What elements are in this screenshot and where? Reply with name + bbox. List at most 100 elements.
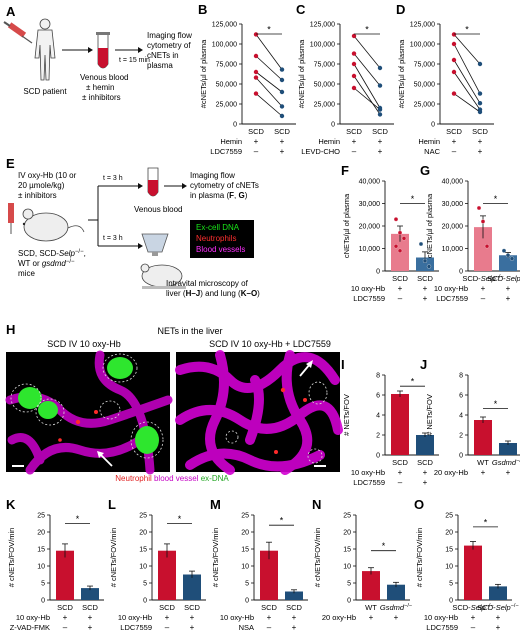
microscopy-image-right: [175, 350, 343, 475]
y-tick-label: 125,000: [212, 22, 237, 29]
condition-value: +: [423, 284, 428, 293]
category-label: Gsdmd−/−: [492, 458, 520, 467]
y-tick-label: 0: [459, 269, 463, 276]
bar: [362, 571, 380, 600]
data-point: [476, 205, 482, 211]
condition-value: +: [280, 147, 285, 156]
panel-label-a: A: [6, 4, 16, 19]
y-tick-label: 40,000: [359, 179, 381, 186]
y-tick-label: 0: [459, 453, 463, 460]
time-label-a: t = 15 min: [119, 57, 150, 64]
data-point: [426, 264, 432, 269]
time-label-e2: t = 3 h: [103, 235, 123, 242]
condition-value: +: [190, 613, 195, 622]
bar: [285, 591, 303, 600]
arrow-marker: [299, 363, 311, 377]
condition-value: +: [506, 294, 511, 303]
condition-value: +: [63, 613, 68, 622]
pair-line: [353, 53, 381, 86]
y-tick-label: 5: [245, 581, 249, 588]
right-image-title: SCD IV 10 oxy-Hb + LDC7559: [209, 339, 331, 349]
panel-h: H NETs in the liver SCD IV 10 oxy-Hb SCD…: [5, 322, 343, 483]
y-tick-label: 4: [459, 413, 463, 420]
data-point: [393, 217, 399, 222]
panel-n: N 0 5 10 15 20 25 # cNETs/FOV/min * WT Gsdmd−/− 20 …: [312, 497, 412, 622]
category-label: SCD: [82, 603, 98, 612]
data-point-after: [477, 91, 483, 96]
y-tick-label: 10: [445, 564, 453, 571]
mouse-icon: [140, 263, 186, 289]
significance-star: *: [280, 516, 284, 526]
category-label: WT: [477, 458, 489, 467]
condition-value: +: [280, 137, 285, 146]
y-tick-label: 20,000: [442, 224, 464, 231]
condition-label: 20 oxy-Hb: [322, 613, 356, 622]
category-label: SCD-Selp−/−: [452, 603, 493, 612]
panel-label: B: [198, 2, 207, 17]
condition-label: 10 oxy-Hb: [434, 284, 468, 293]
condition-label: 10 oxy-Hb: [220, 613, 254, 622]
condition-value: +: [378, 137, 383, 146]
mouse-icon: [22, 208, 85, 242]
condition-value: +: [165, 613, 170, 622]
y-axis-label: #cNETs/µl of plasma: [397, 39, 406, 108]
y-tick-label: 8: [459, 373, 463, 380]
panel-b: B 0 25,000 50,000 75,000 100,000 125,000 #cNETs…: [198, 2, 296, 156]
category-label: SCD-Selp−/−: [487, 274, 520, 283]
pair-line: [353, 87, 381, 110]
category-label: SCD: [417, 274, 433, 283]
arrow-marker: [99, 453, 113, 467]
y-tick-label: 10,000: [442, 246, 464, 253]
condition-value: –: [481, 294, 486, 303]
bar: [81, 588, 99, 600]
y-axis-label: # cNETs/FOV/min: [211, 528, 220, 588]
category-label: SCD: [372, 127, 388, 136]
y-tick-label: 0: [245, 598, 249, 605]
legend-blood-vessels: Blood vessels: [196, 245, 245, 254]
imaging-label-a: Imaging flow cytometry of cNETs in plasm…: [147, 31, 194, 70]
data-point-after: [377, 107, 383, 112]
condition-label: NSA: [239, 623, 254, 632]
panel-label: K: [6, 497, 16, 512]
y-tick-label: 25: [139, 513, 147, 520]
data-point-before: [351, 73, 357, 79]
y-tick-label: 75,000: [414, 62, 436, 69]
venous-label: Venous blood: [134, 205, 183, 214]
panel-label: N: [312, 497, 321, 512]
y-tick-label: 0: [233, 122, 237, 129]
imaging-label-e: Imaging flow cytometry of cNETs in plasm…: [190, 171, 261, 200]
y-tick-label: 0: [431, 122, 435, 129]
condition-value: +: [292, 623, 297, 632]
panel-d: D 0 25,000 50,000 75,000 100,000 125,000 #cNETs…: [396, 2, 494, 156]
y-tick-label: 25: [343, 513, 351, 520]
condition-label: LDC7559: [436, 294, 468, 303]
category-label: SCD: [159, 603, 175, 612]
significance-star: *: [465, 25, 469, 35]
y-tick-label: 0: [347, 598, 351, 605]
condition-value: +: [478, 147, 483, 156]
category-label: SCD: [417, 458, 433, 467]
microscope-objective-icon: [141, 233, 169, 256]
category-label: SCD: [392, 458, 408, 467]
panel-g: G 0 10,000 20,000 30,000 40,000 cNETs/µl of pl…: [420, 163, 520, 303]
data-point-before: [451, 32, 457, 37]
data-point-after: [377, 112, 383, 117]
condition-value: +: [452, 137, 457, 146]
significance-star: *: [267, 25, 271, 35]
arrow-e-venous-head: [182, 183, 187, 189]
condition-value: +: [88, 623, 93, 632]
y-tick-label: 4: [376, 413, 380, 420]
condition-label: NAC: [424, 147, 440, 156]
y-tick-label: 5: [347, 581, 351, 588]
condition-value: –: [165, 623, 170, 632]
y-tick-label: 5: [41, 581, 45, 588]
condition-value: –: [352, 147, 357, 156]
condition-label: LDC7559: [120, 623, 152, 632]
microscopy-legend: Neutrophil blood vessel ex-DNA: [115, 474, 229, 483]
category-label: SCD: [274, 127, 290, 136]
y-tick-label: 0: [376, 269, 380, 276]
y-tick-label: 25: [445, 513, 453, 520]
y-tick-label: 25,000: [414, 102, 436, 109]
bar: [474, 420, 492, 455]
